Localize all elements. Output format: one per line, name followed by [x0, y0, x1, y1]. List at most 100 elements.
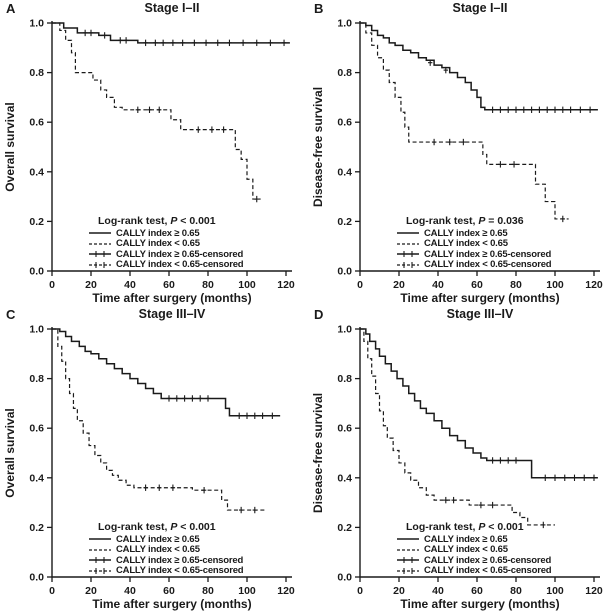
legend-label: CALLY index < 0.65-censored	[116, 259, 244, 271]
legend-item: CALLY index ≥ 0.65-censored	[88, 555, 243, 566]
svg-text:Time after surgery (months): Time after surgery (months)	[400, 597, 559, 611]
svg-text:Time after surgery (months): Time after surgery (months)	[92, 597, 251, 611]
legend-label: CALLY index < 0.65	[116, 238, 200, 250]
svg-text:80: 80	[202, 585, 214, 597]
svg-text:40: 40	[432, 279, 444, 291]
legend: Log-rank test, P < 0.001 CALLY index ≥ 0…	[396, 521, 552, 576]
svg-text:Disease-free survival: Disease-free survival	[311, 87, 325, 207]
logrank-text: Log-rank test, P < 0.001	[88, 521, 243, 533]
svg-text:0.8: 0.8	[337, 67, 352, 79]
svg-text:0.4: 0.4	[337, 166, 352, 178]
svg-text:0.0: 0.0	[29, 266, 44, 278]
svg-text:80: 80	[510, 279, 522, 291]
svg-text:0.6: 0.6	[29, 117, 44, 129]
svg-text:1.0: 1.0	[337, 18, 352, 30]
logrank-suffix: < 0.001	[177, 521, 216, 533]
legend-item: CALLY index < 0.65	[396, 544, 551, 555]
legend-solid-censored-sample	[89, 251, 111, 258]
legend-label: CALLY index ≥ 0.65-censored	[424, 248, 552, 260]
legend-item: CALLY index < 0.65-censored	[396, 565, 552, 576]
svg-text:0.2: 0.2	[29, 216, 44, 228]
km-panel-d: D Stage III–IV 0.0 0.2 0.4 0.6 0.8 1.0 0 20 40 60…	[308, 307, 616, 613]
legend-item: CALLY index ≥ 0.65-censored	[396, 555, 551, 566]
logrank-suffix: < 0.001	[485, 521, 524, 533]
panel-title: Stage I–II	[452, 1, 508, 15]
logrank-p: P	[170, 215, 178, 227]
legend-dashed-censored-sample	[89, 261, 111, 268]
svg-text:1.0: 1.0	[337, 324, 352, 336]
svg-text:Disease-free survival: Disease-free survival	[311, 393, 325, 513]
legend-solid-line-sample	[397, 232, 419, 234]
svg-text:120: 120	[277, 585, 295, 597]
legend-solid-line-sample	[89, 538, 111, 540]
svg-text:0: 0	[49, 585, 55, 597]
legend-label: CALLY index < 0.65-censored	[116, 565, 244, 577]
legend: Log-rank test, P = 0.036 CALLY index ≥ 0…	[396, 215, 552, 270]
legend: Log-rank test, P < 0.001 CALLY index ≥ 0…	[88, 215, 244, 271]
km-plot: 0.0 0.2 0.4 0.6 0.8 1.0 0 20 40 60 80 100 120 Overall…	[3, 18, 295, 306]
svg-text:0: 0	[357, 279, 363, 291]
legend-label: CALLY index ≥ 0.65	[116, 533, 200, 545]
legend-label: CALLY index ≥ 0.65-censored	[424, 554, 552, 566]
legend-item: CALLY index < 0.65	[88, 238, 243, 250]
svg-text:Time after surgery (months): Time after surgery (months)	[400, 291, 559, 305]
legend-label: CALLY index ≥ 0.65	[424, 227, 508, 239]
legend-label: CALLY index ≥ 0.65	[424, 533, 508, 545]
legend-solid-censored-sample	[397, 251, 419, 258]
logrank-text: Log-rank test, P = 0.036	[396, 215, 551, 227]
panel-letter: B	[314, 1, 324, 16]
svg-text:20: 20	[393, 279, 405, 291]
km-plot: 0.0 0.2 0.4 0.6 0.8 1.0 0 20 40 60 80 100 120 Disease…	[311, 18, 603, 306]
svg-text:20: 20	[85, 279, 97, 291]
svg-text:0.4: 0.4	[29, 472, 44, 484]
legend-item: CALLY index < 0.65-censored	[396, 259, 552, 270]
logrank-p: P	[478, 521, 486, 533]
svg-text:0.0: 0.0	[29, 572, 44, 584]
legend-label: CALLY index < 0.65	[424, 238, 508, 250]
legend-label: CALLY index ≥ 0.65	[116, 227, 200, 239]
legend-item: CALLY index ≥ 0.65	[88, 534, 243, 545]
svg-text:1.0: 1.0	[29, 18, 44, 30]
logrank-prefix: Log-rank test,	[406, 521, 479, 533]
svg-text:120: 120	[585, 585, 603, 597]
svg-text:0.4: 0.4	[29, 166, 44, 178]
panel-letter: D	[314, 307, 324, 322]
logrank-p: P	[170, 521, 178, 533]
km-plot: 0.0 0.2 0.4 0.6 0.8 1.0 0 20 40 60 80 100 120 Overall…	[3, 324, 295, 612]
svg-text:0.6: 0.6	[337, 117, 352, 129]
legend-item: CALLY index ≥ 0.65-censored	[88, 249, 243, 260]
svg-text:100: 100	[546, 585, 564, 597]
svg-text:80: 80	[202, 279, 214, 291]
km-panel-a: A Stage I–II 0.0 0.2 0.4 0.6 0.8 1.0 0 20 40 60 80…	[0, 1, 308, 307]
svg-text:120: 120	[277, 279, 295, 291]
svg-text:0.8: 0.8	[29, 67, 44, 79]
svg-text:0.0: 0.0	[337, 572, 352, 584]
legend-solid-censored-sample	[397, 557, 419, 564]
svg-text:60: 60	[163, 279, 175, 291]
svg-text:80: 80	[510, 585, 522, 597]
logrank-text: Log-rank test, P < 0.001	[88, 215, 243, 227]
svg-text:40: 40	[432, 585, 444, 597]
svg-text:100: 100	[238, 585, 256, 597]
svg-text:1.0: 1.0	[29, 324, 44, 336]
svg-text:20: 20	[85, 585, 97, 597]
km-plot: 0.0 0.2 0.4 0.6 0.8 1.0 0 20 40 60 80 100 120 Disease…	[311, 324, 603, 612]
legend-dashed-censored-sample	[397, 567, 419, 574]
legend-solid-censored-sample	[89, 557, 111, 564]
svg-text:Overall survival: Overall survival	[3, 102, 17, 191]
legend-item: CALLY index < 0.65-censored	[88, 565, 244, 577]
panel-title: Stage III–IV	[138, 307, 206, 321]
legend: Log-rank test, P < 0.001 CALLY index ≥ 0…	[88, 521, 244, 577]
svg-text:0.6: 0.6	[29, 423, 44, 435]
logrank-prefix: Log-rank test,	[98, 215, 171, 227]
svg-text:Overall survival: Overall survival	[3, 408, 17, 497]
legend-item: CALLY index < 0.65-censored	[88, 259, 244, 271]
logrank-text: Log-rank test, P < 0.001	[396, 521, 551, 533]
legend-label: CALLY index ≥ 0.65-censored	[116, 248, 244, 260]
svg-text:Time after surgery (months): Time after surgery (months)	[92, 291, 251, 305]
legend-dashed-censored-sample	[89, 567, 111, 574]
svg-text:0.8: 0.8	[337, 373, 352, 385]
legend-dashed-line-sample	[397, 549, 419, 551]
svg-text:0.2: 0.2	[29, 522, 44, 534]
